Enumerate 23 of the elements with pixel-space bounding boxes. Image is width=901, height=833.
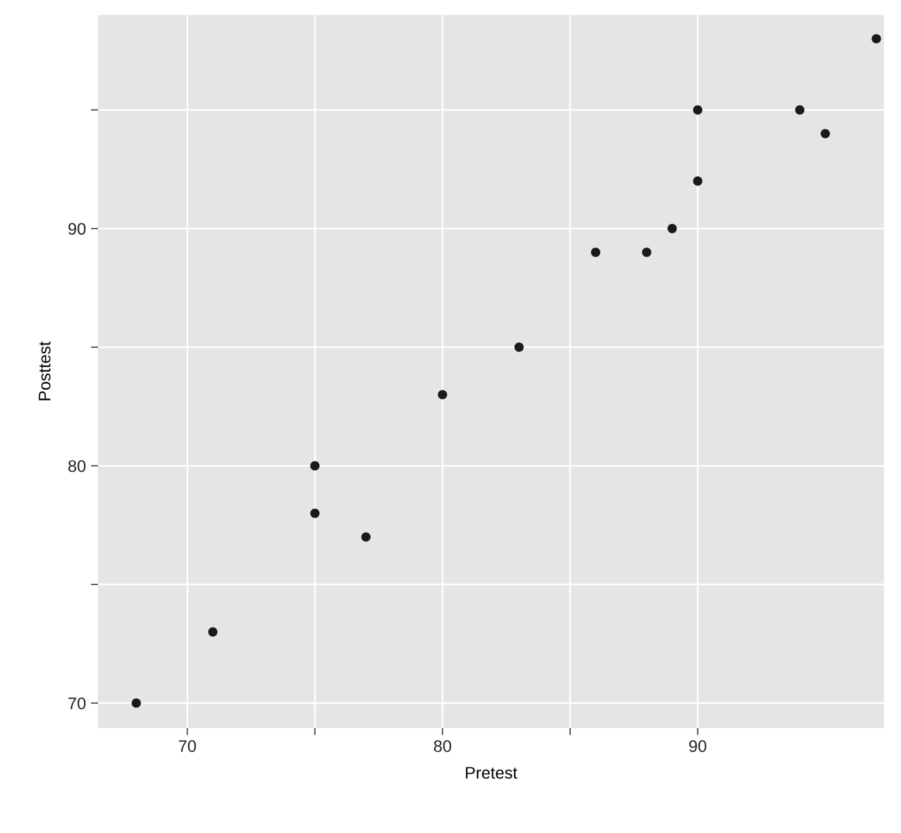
x-tick-label: 90 [689,740,706,752]
y-tick-label: 90 [68,222,86,235]
point [208,627,218,637]
point [132,698,141,708]
point [590,248,600,257]
point [514,342,524,352]
point [693,176,702,186]
point [795,105,804,115]
x-axis-title: Pretest [466,767,518,779]
point [872,34,882,44]
y-axis-title: Posttest [38,342,50,400]
x-tick-label: 80 [434,740,452,752]
point [361,532,371,542]
point [820,128,830,138]
point [310,508,320,518]
y-tick-label: 80 [68,460,86,472]
point [642,248,652,257]
point [438,390,448,400]
point [693,105,702,115]
x-tick-label: 70 [178,740,196,752]
y-tick-label: 70 [68,697,86,710]
point [310,461,320,470]
point [668,224,677,234]
